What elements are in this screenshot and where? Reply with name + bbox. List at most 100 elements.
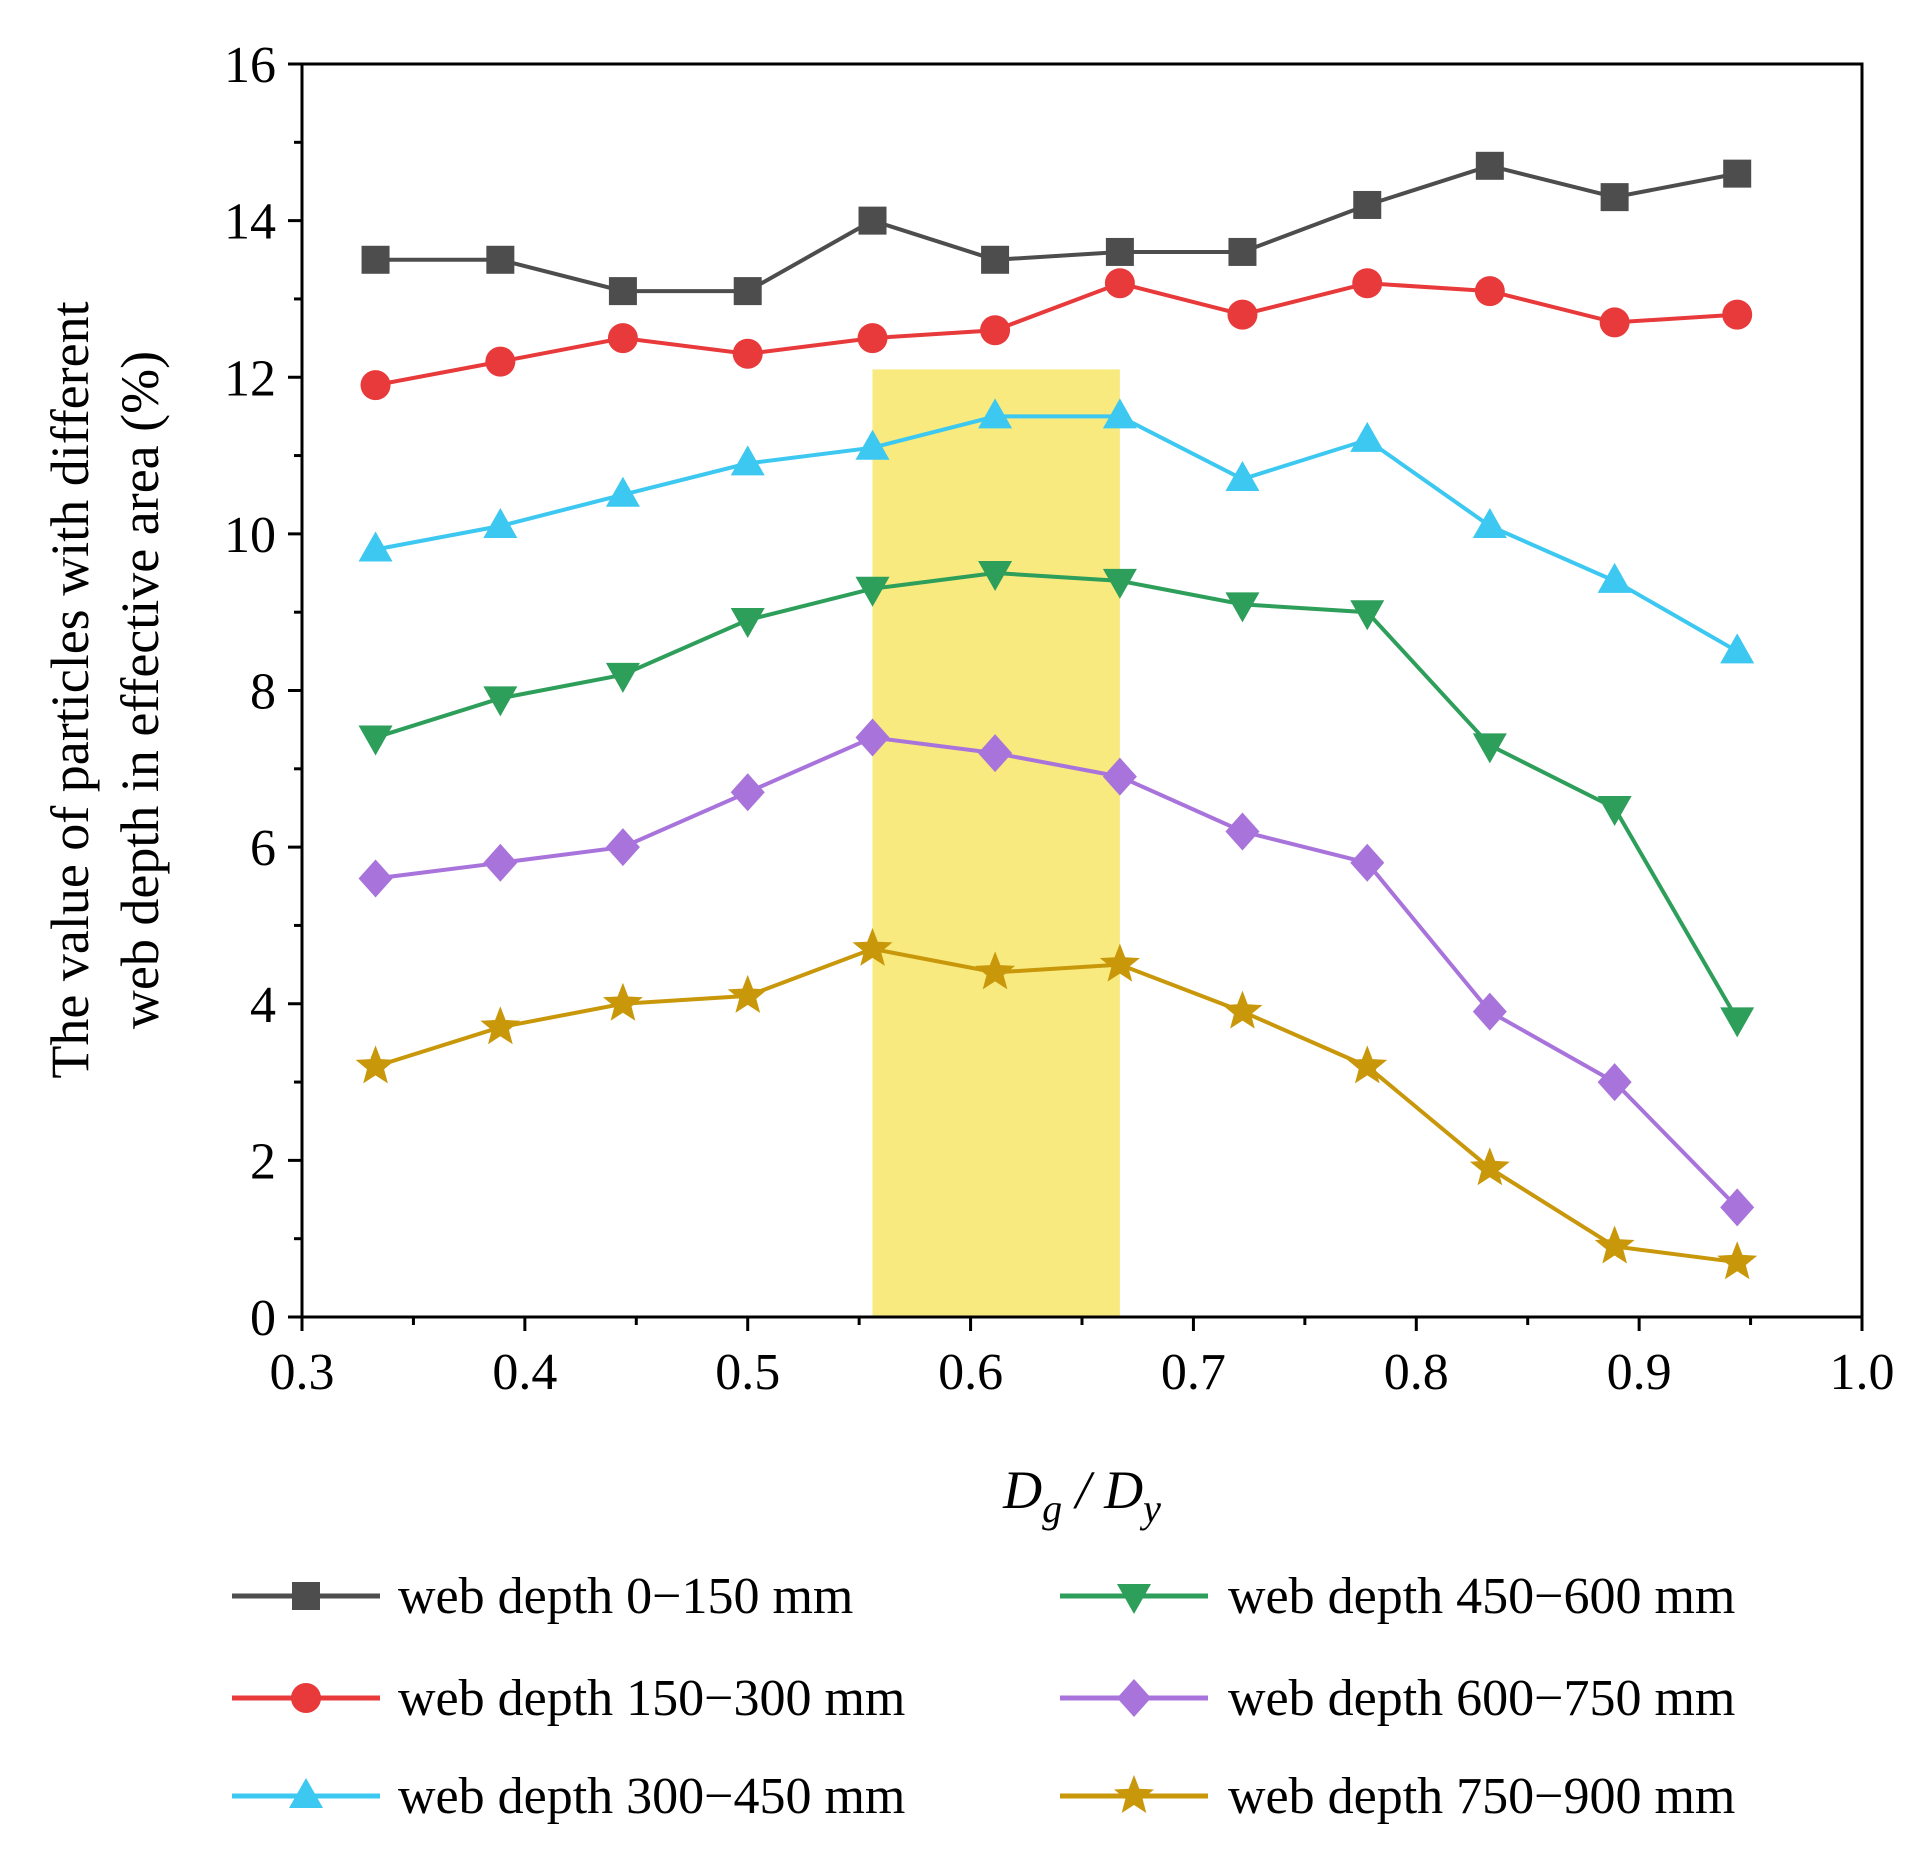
y-tick-label: 16	[224, 37, 276, 94]
data-point	[857, 323, 888, 354]
data-point	[732, 338, 763, 369]
series-4	[358, 561, 1755, 1038]
data-point	[358, 725, 393, 756]
data-point	[978, 398, 1013, 429]
legend-marker	[1117, 1679, 1151, 1717]
legend-item: web depth 450−600 mm	[1060, 1568, 1735, 1625]
data-point	[1722, 299, 1753, 330]
data-point	[975, 951, 1016, 990]
data-point	[1225, 592, 1260, 623]
data-point	[1347, 1045, 1388, 1084]
data-point	[1099, 943, 1140, 982]
data-point	[483, 843, 518, 882]
data-point	[1475, 151, 1504, 180]
data-point	[1720, 633, 1755, 664]
y-axis-title: The value of particles with different we…	[40, 301, 170, 1078]
data-point	[602, 982, 643, 1021]
data-point	[855, 718, 890, 757]
x-tick-label: 1.0	[1830, 1344, 1895, 1401]
legend-marker	[1114, 1775, 1154, 1813]
y-axis-title-line-2: web depth in effective area (%)	[110, 351, 170, 1029]
data-point	[855, 429, 890, 460]
legend-label: web depth 300−450 mm	[398, 1768, 905, 1825]
series-line	[375, 281, 1738, 388]
series-line	[375, 414, 1739, 654]
legend-item: web depth 150−300 mm	[232, 1670, 905, 1727]
data-point	[1105, 237, 1134, 266]
x-tick-label: 0.7	[1161, 1344, 1226, 1401]
series-2	[360, 268, 1753, 401]
data-point	[1228, 237, 1257, 266]
series-line	[374, 946, 1738, 1265]
y-tick-label: 10	[224, 507, 276, 564]
legend-item: web depth 750−900 mm	[1060, 1768, 1735, 1825]
data-point	[1350, 421, 1385, 452]
data-point	[358, 859, 393, 898]
data-point	[978, 561, 1013, 592]
data-point	[1352, 268, 1383, 299]
data-point	[485, 346, 516, 377]
y-tick-label: 6	[250, 820, 276, 877]
y-tick-label: 2	[250, 1133, 276, 1190]
data-point	[483, 686, 518, 717]
data-point	[980, 315, 1011, 346]
data-point	[1717, 1241, 1758, 1280]
data-point	[1102, 398, 1137, 429]
legend-item: web depth 300−450 mm	[232, 1768, 905, 1825]
data-point	[1222, 990, 1263, 1029]
legend-marker	[292, 1582, 320, 1610]
legend-label: web depth 450−600 mm	[1228, 1568, 1735, 1625]
legend: web depth 0−150 mm web depth 150−300 mm we…	[232, 1568, 1735, 1825]
data-point	[1104, 268, 1135, 299]
data-point	[1597, 1063, 1632, 1102]
series-line	[375, 163, 1738, 294]
data-point	[1227, 299, 1258, 330]
legend-item: web depth 0−150 mm	[232, 1568, 853, 1625]
data-point	[1720, 1188, 1755, 1227]
data-point	[1102, 757, 1137, 796]
legend-label: web depth 0−150 mm	[398, 1568, 853, 1625]
data-point	[981, 245, 1010, 274]
data-point	[605, 662, 640, 693]
data-point	[1600, 183, 1629, 212]
data-point	[480, 1006, 521, 1045]
data-point	[1472, 733, 1507, 764]
data-point	[358, 531, 393, 562]
legend-marker	[291, 1683, 321, 1713]
x-tick-label: 0.8	[1384, 1344, 1449, 1401]
data-point	[355, 1045, 396, 1084]
data-point	[1597, 795, 1632, 826]
data-point	[360, 370, 391, 401]
series-6	[355, 927, 1758, 1280]
data-point	[858, 206, 887, 235]
legend-label: web depth 150−300 mm	[398, 1670, 905, 1727]
data-point	[730, 773, 765, 812]
data-point	[361, 245, 390, 274]
legend-item: web depth 600−750 mm	[1060, 1670, 1735, 1727]
y-tick-label: 12	[224, 350, 276, 407]
series-1	[361, 151, 1752, 306]
series-5	[358, 718, 1755, 1227]
data-point	[1102, 568, 1137, 599]
data-point	[855, 576, 890, 607]
data-point	[1225, 812, 1260, 851]
data-point	[1353, 190, 1382, 219]
data-point	[608, 277, 637, 306]
x-tick-label: 0.4	[492, 1344, 557, 1401]
x-axis-title: Dg / Dy	[1002, 1460, 1161, 1531]
data-point	[852, 927, 893, 966]
data-point	[1472, 508, 1507, 539]
data-point	[1472, 992, 1507, 1031]
series-3	[358, 398, 1755, 664]
series-line	[375, 735, 1739, 1209]
x-tick-label: 0.9	[1607, 1344, 1672, 1401]
data-point	[1469, 1147, 1510, 1186]
data-point	[1225, 461, 1260, 492]
data-point	[730, 445, 765, 476]
data-point	[978, 734, 1013, 773]
data-point	[1350, 600, 1385, 631]
data-point	[1350, 843, 1385, 882]
data-point	[486, 245, 515, 274]
y-tick-label: 14	[224, 194, 276, 251]
